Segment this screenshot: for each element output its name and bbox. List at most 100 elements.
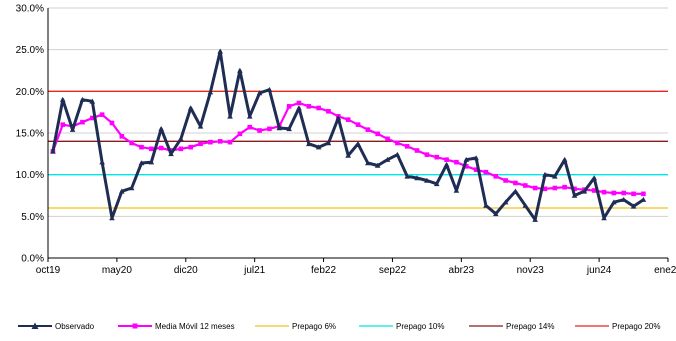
data-point-media-movil xyxy=(641,191,646,197)
data-point-media-movil xyxy=(267,126,272,132)
data-point-media-movil xyxy=(404,144,410,149)
x-tick-label: sep22 xyxy=(379,265,407,276)
data-point-observado xyxy=(286,126,292,132)
data-point-media-movil xyxy=(385,136,390,142)
data-point-observado xyxy=(492,211,499,217)
data-point-observado xyxy=(620,196,627,202)
data-point-media-movil xyxy=(158,145,164,151)
x-tick-label: oct19 xyxy=(36,265,61,276)
legend: Observado Media Móvil 12 meses Prepago 6% P… xyxy=(0,318,676,334)
legend-swatch xyxy=(118,323,152,329)
legend-swatch xyxy=(469,325,503,327)
series-layer xyxy=(50,48,647,222)
data-point-observado xyxy=(59,96,66,102)
x-tick-labels: oct19 may20 dic20 jul21 feb22 sep22 abr23 nov23… xyxy=(36,265,676,276)
data-point-media-movil xyxy=(424,152,430,157)
data-point-observado xyxy=(453,187,460,193)
data-point-media-movil xyxy=(99,112,105,117)
legend-item: Prepago 6% xyxy=(255,318,336,334)
data-point-observado xyxy=(79,96,86,102)
x-tick-label: dic20 xyxy=(174,265,198,276)
data-point-observado xyxy=(178,136,184,142)
data-point-media-movil xyxy=(523,183,528,188)
data-point-observado xyxy=(148,159,155,165)
legend-item: Media Móvil 12 meses xyxy=(118,318,235,334)
data-point-observado xyxy=(512,188,519,194)
data-point-observado xyxy=(463,156,470,162)
data-point-observado xyxy=(581,188,588,194)
y-tick-label: 20.0% xyxy=(16,87,44,98)
data-point-observado xyxy=(394,151,401,157)
data-point-observado xyxy=(227,113,233,119)
data-point-observado xyxy=(99,159,105,165)
data-point-media-movil xyxy=(129,140,134,146)
data-point-media-movil xyxy=(395,140,400,146)
data-point-media-movil xyxy=(178,146,184,152)
data-point-observado xyxy=(473,155,479,161)
data-point-observado xyxy=(374,162,381,168)
data-point-media-movil xyxy=(60,122,66,127)
data-point-media-movil xyxy=(89,115,95,121)
x-tick-label: abr23 xyxy=(449,265,475,276)
data-point-observado xyxy=(315,144,322,150)
data-point-media-movil xyxy=(503,178,508,183)
grid-lines xyxy=(48,7,668,217)
data-point-observado xyxy=(414,175,420,181)
data-point-media-movil xyxy=(473,167,479,172)
data-point-observado xyxy=(424,177,430,183)
x-tick-label: nov23 xyxy=(517,265,545,276)
data-point-observado xyxy=(502,199,509,205)
legend-label: Media Móvil 12 meses xyxy=(155,321,235,331)
data-point-observado xyxy=(207,89,214,95)
data-point-observado xyxy=(109,215,115,221)
data-point-media-movil xyxy=(286,104,292,109)
data-point-media-movil xyxy=(326,109,331,114)
data-point-observado xyxy=(601,215,607,221)
data-point-media-movil xyxy=(552,185,558,191)
data-point-observado xyxy=(404,173,411,179)
data-point-observado xyxy=(69,126,76,132)
legend-swatch xyxy=(359,325,393,327)
legend-label: Prepago 20% xyxy=(612,321,661,331)
data-point-media-movil xyxy=(414,148,420,153)
data-point-observado xyxy=(276,125,283,131)
y-tick-label: 10.0% xyxy=(16,170,44,181)
x-tick-label: jul21 xyxy=(243,265,266,276)
data-point-observado xyxy=(365,160,371,166)
legend-label: Prepago 10% xyxy=(396,321,445,331)
data-point-media-movil xyxy=(365,127,371,132)
data-point-observado xyxy=(591,175,597,181)
data-point-media-movil xyxy=(375,131,380,137)
data-point-observado xyxy=(355,141,361,147)
data-point-observado xyxy=(640,196,647,202)
data-point-observado xyxy=(266,86,273,92)
data-point-observado xyxy=(296,105,302,111)
data-point-media-movil xyxy=(532,185,538,191)
data-point-media-movil xyxy=(444,157,449,162)
data-point-media-movil xyxy=(237,131,243,137)
y-tick-label: 30.0% xyxy=(16,4,44,15)
data-point-media-movil xyxy=(109,120,115,126)
data-point-media-movil xyxy=(80,119,85,125)
data-point-media-movil xyxy=(296,100,302,106)
data-point-observado xyxy=(138,160,145,166)
x-tick-label: feb22 xyxy=(311,265,336,276)
data-point-observado xyxy=(325,140,332,146)
data-point-observado xyxy=(345,152,351,158)
data-point-media-movil xyxy=(198,141,203,147)
data-point-observado xyxy=(197,123,204,129)
legend-item: Observado xyxy=(18,318,94,334)
data-point-observado xyxy=(384,156,391,162)
data-point-observado xyxy=(217,48,224,54)
x-tick-label: ene25 xyxy=(654,265,676,276)
data-point-observado xyxy=(611,199,617,205)
data-point-observado xyxy=(630,203,637,209)
data-point-media-movil xyxy=(217,139,223,144)
x-tick-label: may20 xyxy=(102,265,132,276)
data-point-observado xyxy=(532,216,538,222)
data-point-media-movil xyxy=(316,105,321,111)
data-point-media-movil xyxy=(591,188,597,193)
legend-label: Observado xyxy=(55,321,95,331)
data-point-media-movil xyxy=(621,190,627,196)
